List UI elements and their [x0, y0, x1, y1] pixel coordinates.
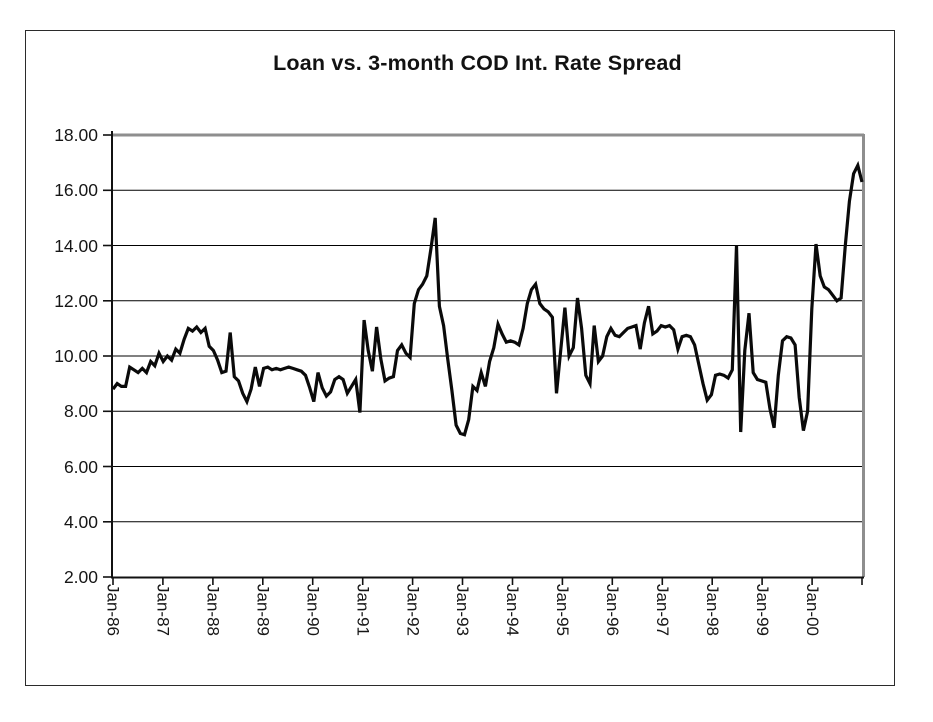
y-axis-label: 6.00 [63, 456, 98, 477]
x-axis-label: Jan-88 [203, 584, 223, 636]
x-axis-label: Jan-95 [553, 584, 573, 636]
x-axis-label: Jan-99 [752, 584, 772, 636]
y-axis-label: 12.00 [54, 290, 98, 311]
x-axis-label: Jan-91 [353, 584, 373, 636]
x-axis-label: Jan-87 [153, 584, 173, 636]
y-axis-label: 10.00 [54, 346, 98, 366]
y-axis-label: 8.00 [63, 401, 98, 422]
y-axis-label: 14.00 [54, 235, 98, 256]
spread-series-line [111, 160, 864, 437]
x-axis-label: Jan-89 [253, 584, 273, 636]
x-axis-label: Jan-86 [103, 584, 123, 636]
x-axis-label: Jan-92 [403, 584, 423, 636]
chart-title: Loan vs. 3-month COD Int. Rate Spread [273, 51, 682, 75]
y-axis-label: 2.00 [63, 567, 98, 587]
y-axis-label: 18.00 [54, 125, 98, 145]
x-axis-label: Jan-93 [453, 584, 473, 636]
y-axis-label: 16.00 [54, 180, 98, 201]
y-axis-label: 4.00 [63, 511, 98, 532]
x-axis-label: Jan-00 [802, 584, 822, 636]
x-axis-label: Jan-96 [603, 584, 623, 636]
x-axis-label: Jan-97 [652, 584, 672, 636]
x-axis-label: Jan-94 [503, 584, 523, 636]
x-axis-label: Jan-90 [303, 584, 323, 636]
x-axis-label: Jan-98 [702, 584, 722, 636]
